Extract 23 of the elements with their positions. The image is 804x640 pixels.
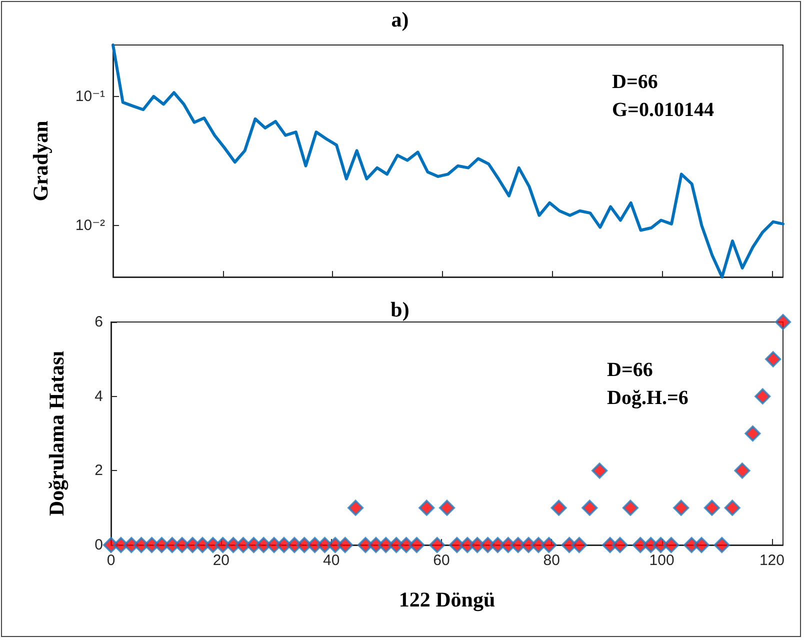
line-series: [112, 44, 784, 278]
y-axis-title: Doğrulama Hatası: [44, 350, 68, 516]
y-tick-label: 2: [94, 462, 103, 480]
y-tick-label: 10⁻²: [75, 217, 105, 234]
annotation: Doğ.H.=6: [607, 387, 688, 409]
y-tick-label: 6: [94, 314, 103, 330]
chart-title: b): [390, 298, 410, 322]
x-tick-label: 80: [543, 552, 560, 569]
y-tick-label: 10⁻¹: [75, 88, 105, 105]
x-tick-label: 100: [649, 552, 674, 569]
x-tick-label: 0: [106, 552, 116, 569]
x-tick-label: 120: [759, 552, 784, 569]
chart-title: a): [391, 8, 409, 32]
y-tick-label: 0: [94, 536, 103, 554]
x-tick-label: 20: [212, 552, 230, 569]
annotation: D=66: [612, 71, 658, 93]
annotation: D=66: [607, 359, 653, 381]
y-axis-title: Gradyan: [28, 120, 52, 202]
x-tick-label: 40: [322, 552, 340, 569]
x-tick-label: 60: [433, 552, 450, 569]
x-axis-title: 122 Döngü: [398, 588, 496, 612]
annotation: G=0.010144: [612, 99, 714, 121]
y-tick-label: 4: [94, 388, 103, 405]
